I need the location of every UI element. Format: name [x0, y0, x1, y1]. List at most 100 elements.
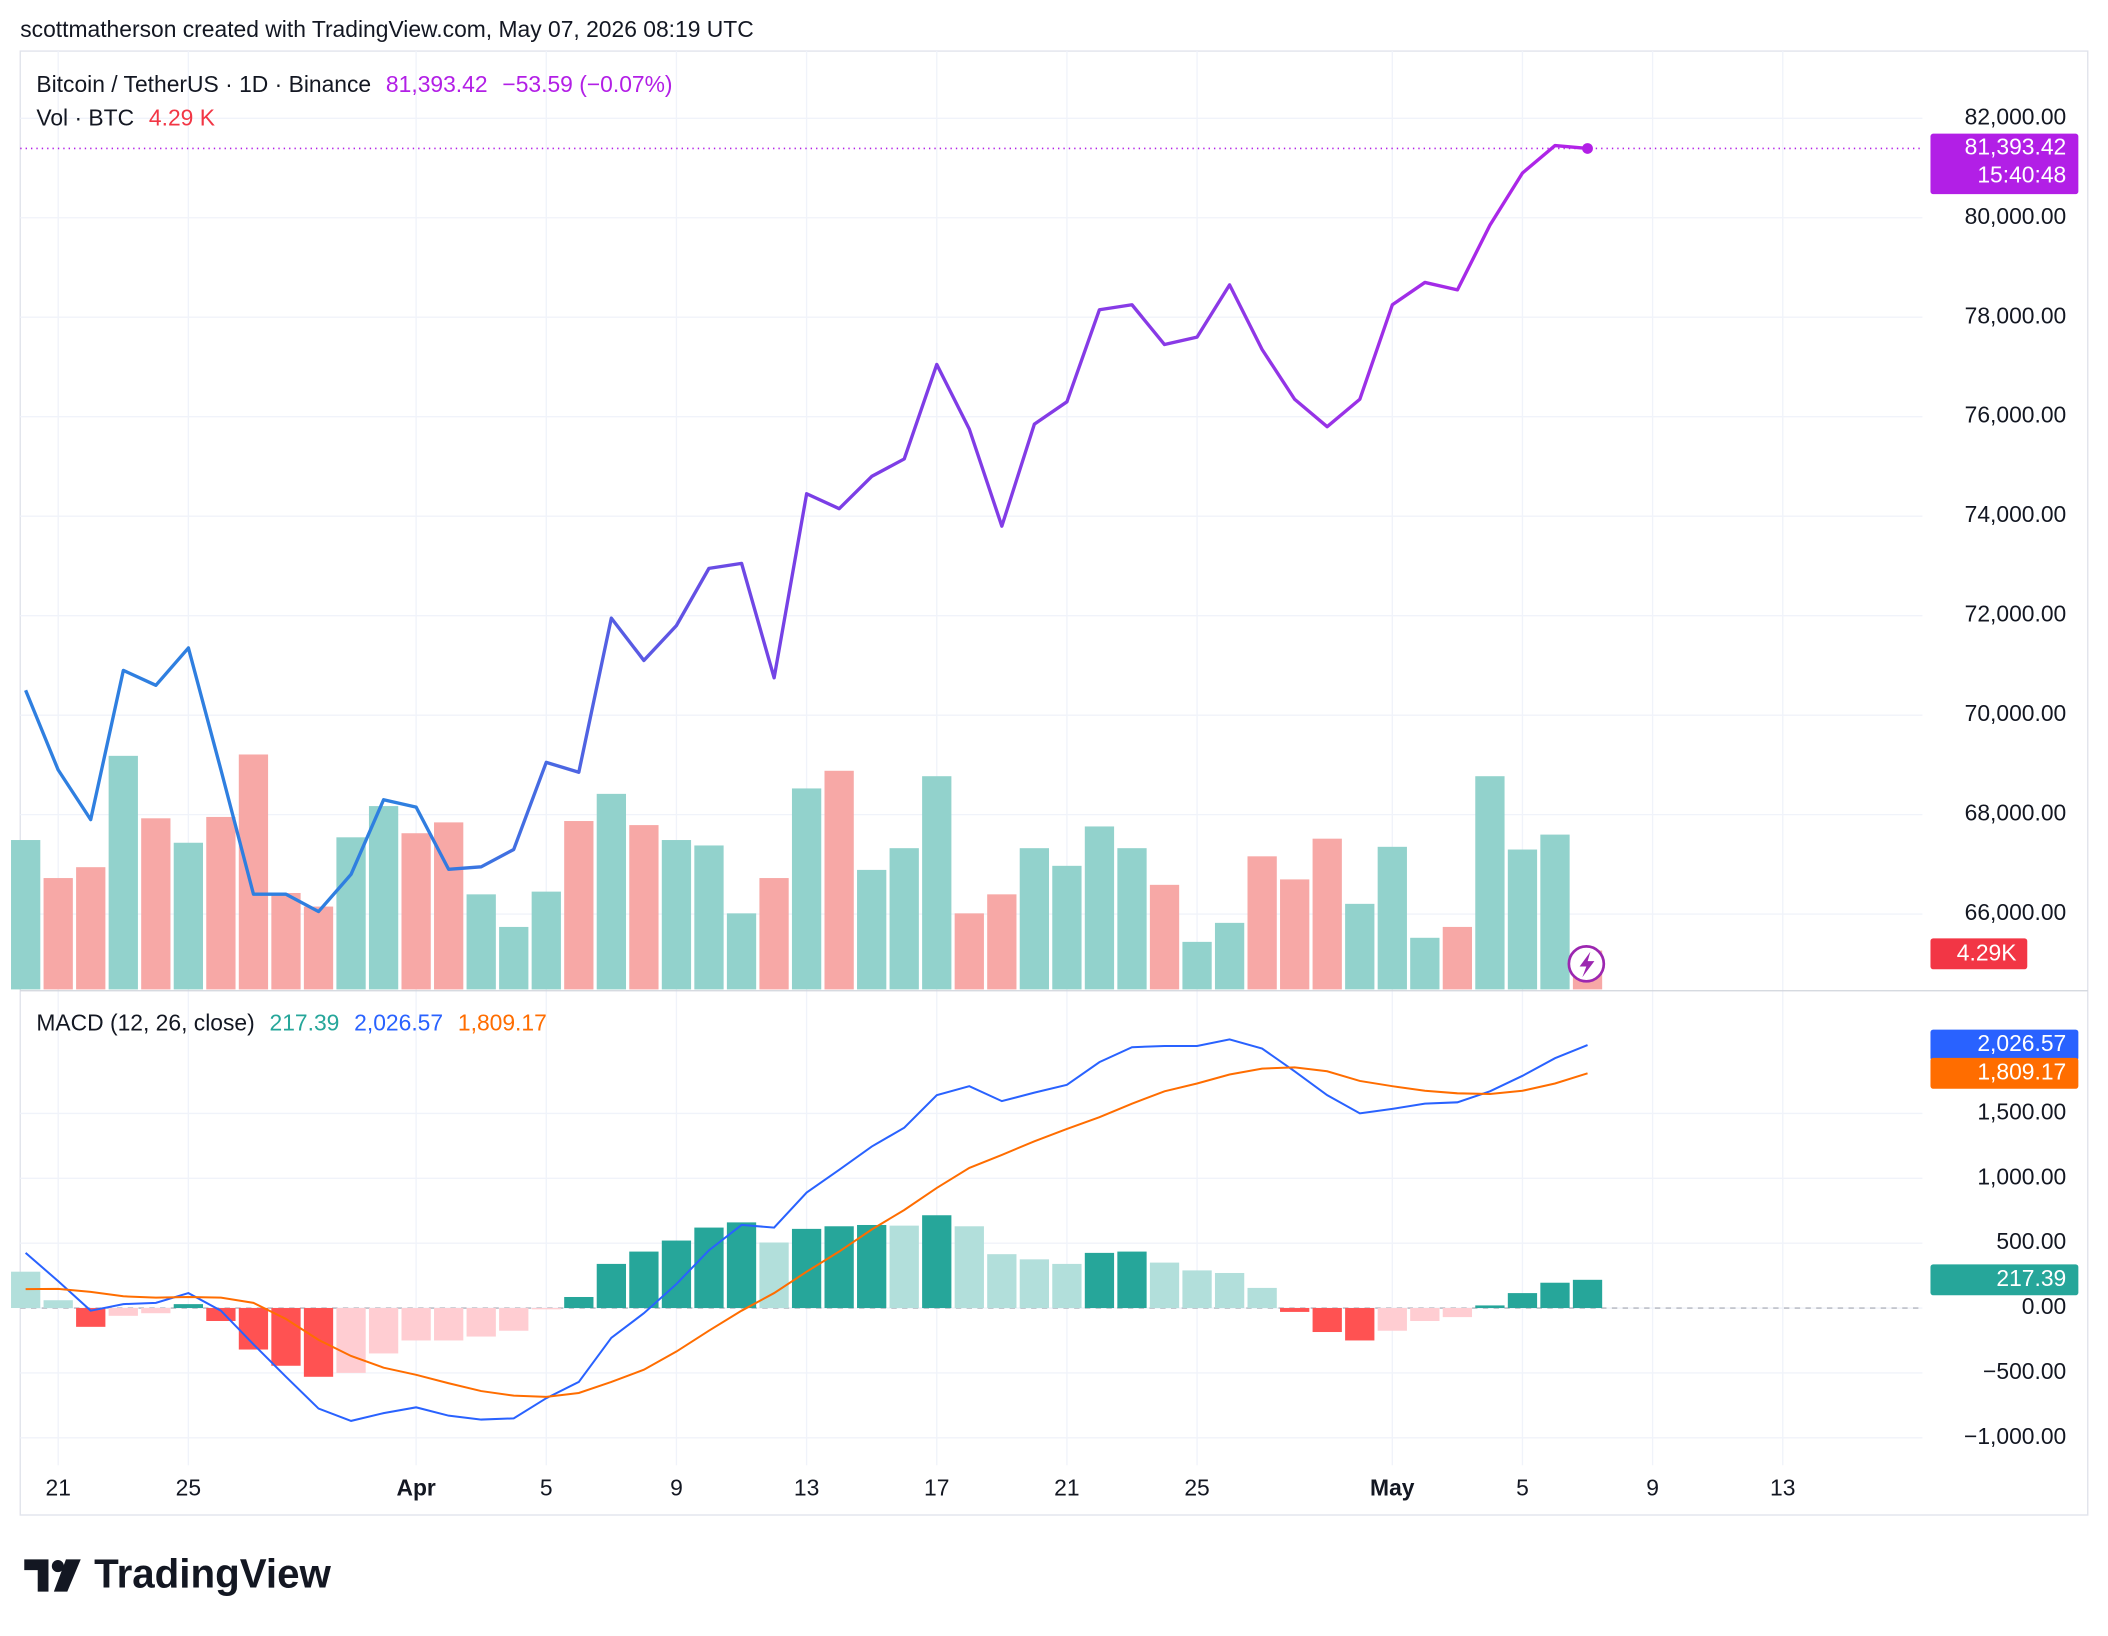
- histogram-bar: [368, 1308, 399, 1354]
- volume-bar: [694, 845, 724, 990]
- y-tick-label: 82,000.00: [1965, 103, 2067, 129]
- price-line: [24, 143, 1588, 914]
- logo-text[interactable]: TradingView: [94, 1551, 331, 1597]
- histogram-bar: [759, 1242, 789, 1309]
- y-tick-label: 68,000.00: [1965, 800, 2067, 826]
- volume-bar: [889, 848, 919, 990]
- chart-frame: [19, 50, 2089, 1516]
- y-tick-label: 1,500.00: [1977, 1098, 2066, 1124]
- volume-bar: [1084, 826, 1115, 990]
- x-tick-label: 13: [1770, 1475, 1795, 1501]
- value-tag-box: [1930, 1264, 2079, 1296]
- histogram-bar: [238, 1308, 269, 1350]
- volume-bar: [1214, 922, 1245, 990]
- histogram-bar: [1052, 1263, 1082, 1309]
- histogram-bar: [1149, 1262, 1180, 1309]
- x-tick-label: 9: [670, 1475, 683, 1501]
- histogram-bar: [596, 1263, 627, 1309]
- histogram-bar: [434, 1308, 464, 1341]
- symbol-name: Bitcoin / TetherUS · 1D · Binance: [36, 71, 371, 97]
- volume-bar: [987, 894, 1017, 990]
- histogram-bar: [791, 1228, 822, 1309]
- histogram-bar: [922, 1215, 952, 1309]
- volume-bar: [922, 776, 952, 990]
- y-tick-label: 74,000.00: [1965, 501, 2067, 527]
- histogram-bar: [108, 1308, 138, 1316]
- histogram-bar: [1182, 1270, 1212, 1309]
- y-tick-label: 78,000.00: [1965, 302, 2067, 328]
- histogram-last: 217.39: [270, 1009, 340, 1035]
- volume-bar: [661, 840, 692, 990]
- histogram-bar: [141, 1308, 171, 1314]
- y-tick-label: 70,000.00: [1965, 700, 2067, 726]
- logo[interactable]: TradingView: [24, 1551, 332, 1597]
- histogram-bar: [76, 1308, 106, 1327]
- volume-bar: [1410, 937, 1440, 990]
- volume-bar: [336, 837, 366, 990]
- x-tick-label: 17: [924, 1475, 949, 1501]
- volume-bar: [1019, 848, 1050, 990]
- alert-icon[interactable]: [1567, 945, 1606, 983]
- histogram-bar: [1377, 1308, 1407, 1331]
- volume-bar: [173, 842, 204, 990]
- volume-bar: [141, 818, 171, 990]
- volume-tag: 4.29K: [1957, 939, 2017, 965]
- histogram-bar: [1410, 1308, 1440, 1321]
- volume-bar: [596, 793, 627, 990]
- macd-line: [24, 1038, 1588, 1422]
- volume-bar: [1052, 865, 1082, 990]
- histogram-bar: [564, 1296, 594, 1309]
- volume-bar: [1475, 776, 1505, 990]
- logo-mark[interactable]: [24, 1559, 49, 1592]
- volume-bar: [499, 926, 529, 990]
- histogram-bar: [694, 1227, 724, 1309]
- volume-bar: [466, 894, 496, 990]
- credit: scottmatherson created with TradingView.…: [20, 16, 754, 42]
- histogram-bar: [401, 1308, 431, 1341]
- macd-last: 2,026.57: [354, 1009, 443, 1035]
- volume-bar: [1507, 849, 1538, 990]
- histogram-bar: [1345, 1308, 1375, 1341]
- volume-bar: [531, 891, 561, 990]
- histogram-bar: [271, 1308, 301, 1366]
- value-tag-box: [1930, 1057, 2079, 1089]
- histogram-bar: [43, 1300, 73, 1309]
- logo-slash[interactable]: [53, 1559, 81, 1592]
- volume-bar: [1345, 903, 1375, 990]
- alert-bolt[interactable]: [1579, 951, 1595, 978]
- volume-tag-box: [1930, 938, 2028, 970]
- x-tick-label: 13: [794, 1475, 819, 1501]
- volume-bar: [954, 913, 984, 990]
- histogram-bar: [987, 1254, 1017, 1309]
- volume-bar: [1247, 856, 1277, 990]
- volume-bar: [1149, 884, 1180, 990]
- y-tick-label: 66,000.00: [1965, 899, 2067, 925]
- volume-last: 4.29 K: [149, 105, 215, 131]
- histogram-bar: [499, 1308, 529, 1331]
- price-tag: 81,393.42: [1965, 133, 2067, 159]
- histogram-bar: [726, 1222, 757, 1309]
- value-tag: 217.39: [1996, 1265, 2066, 1291]
- signal-last: 1,809.17: [458, 1009, 547, 1035]
- macd-name: MACD (12, 26, close): [36, 1009, 254, 1035]
- value-tag-box: [1930, 1029, 2079, 1061]
- histogram-bar: [336, 1308, 366, 1373]
- logo-dot[interactable]: [51, 1560, 64, 1573]
- value-tag: 1,809.17: [1977, 1058, 2066, 1084]
- histogram-bar: [857, 1224, 887, 1309]
- macd-legend: MACD (12, 26, close) 217.39 2,026.57 1,809.…: [36, 1009, 546, 1035]
- y-tick-label: −500.00: [1983, 1358, 2066, 1384]
- histogram-bar: [824, 1226, 854, 1309]
- x-tick-label: 5: [1516, 1475, 1529, 1501]
- histogram-bar: [1019, 1259, 1050, 1309]
- histogram-bar: [1214, 1272, 1245, 1309]
- volume-bar: [108, 755, 138, 990]
- x-tick-label: 5: [540, 1475, 553, 1501]
- volume-bar: [1312, 838, 1342, 990]
- volume-legend: Vol · BTC 4.29 K: [36, 105, 215, 131]
- histogram-bar: [1312, 1308, 1342, 1333]
- histogram-bar: [1117, 1251, 1147, 1309]
- histogram-bar: [1442, 1308, 1473, 1318]
